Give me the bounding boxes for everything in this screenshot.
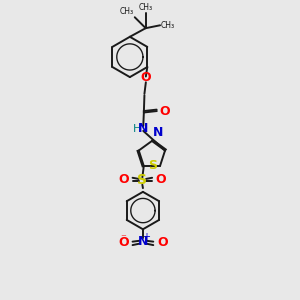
Text: +: +: [142, 232, 150, 242]
Text: O: O: [118, 173, 129, 186]
Text: O: O: [157, 236, 168, 249]
Text: CH₃: CH₃: [120, 8, 134, 16]
Text: O: O: [118, 236, 128, 249]
Text: CH₃: CH₃: [139, 3, 153, 12]
Text: O: O: [141, 71, 151, 85]
Text: S: S: [148, 160, 157, 172]
Text: N: N: [138, 122, 148, 135]
Text: N: N: [152, 126, 163, 139]
Text: S: S: [137, 173, 147, 187]
Text: O: O: [159, 104, 170, 118]
Text: CH₃: CH₃: [161, 21, 175, 30]
Text: H: H: [133, 124, 141, 134]
Text: O: O: [156, 173, 166, 186]
Text: N: N: [138, 235, 148, 248]
Text: ⁻: ⁻: [120, 233, 126, 244]
